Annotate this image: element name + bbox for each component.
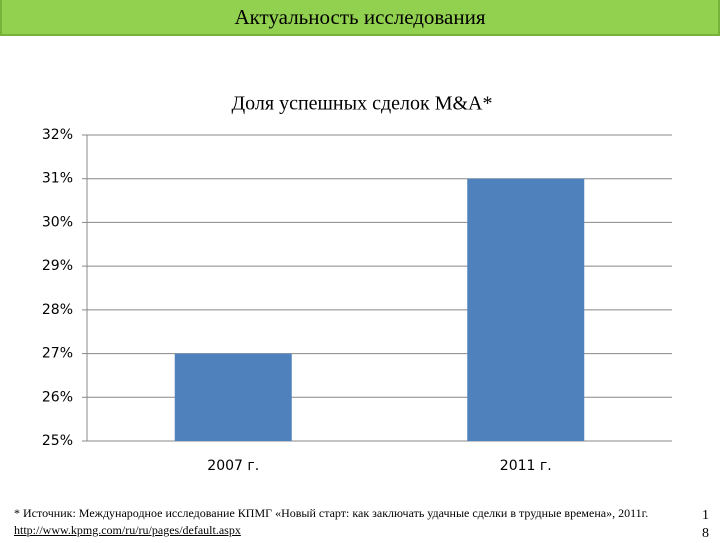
bar bbox=[174, 353, 292, 441]
chart-title: Доля успешных сделок M&A* bbox=[232, 93, 493, 115]
y-tick-label: 25% bbox=[42, 433, 73, 449]
footnote-text: * Источник: Международное исследование К… bbox=[14, 506, 649, 520]
header-title: Актуальность исследования bbox=[0, 0, 720, 36]
y-tick-label: 26% bbox=[42, 389, 73, 405]
y-tick-label: 31% bbox=[42, 171, 73, 187]
x-tick-label: 2007 г. bbox=[207, 458, 259, 474]
chart: Доля успешных сделок M&A* 25% 26% 27% 28% 29… bbox=[42, 93, 672, 474]
footnote: * Источник: Международное исследование К… bbox=[14, 505, 684, 539]
y-tick-label: 27% bbox=[42, 346, 73, 362]
footnote-link[interactable]: http://www.kpmg.com/ru/ru/pages/default.… bbox=[14, 523, 241, 537]
page-number: 18 bbox=[702, 508, 709, 541]
y-tick-label: 29% bbox=[42, 258, 73, 274]
bar bbox=[467, 178, 585, 441]
y-tick-label: 28% bbox=[42, 302, 73, 318]
x-tick-label: 2011 г. bbox=[500, 458, 552, 474]
y-tick-label: 32% bbox=[42, 127, 73, 143]
y-tick-label: 30% bbox=[42, 214, 73, 230]
